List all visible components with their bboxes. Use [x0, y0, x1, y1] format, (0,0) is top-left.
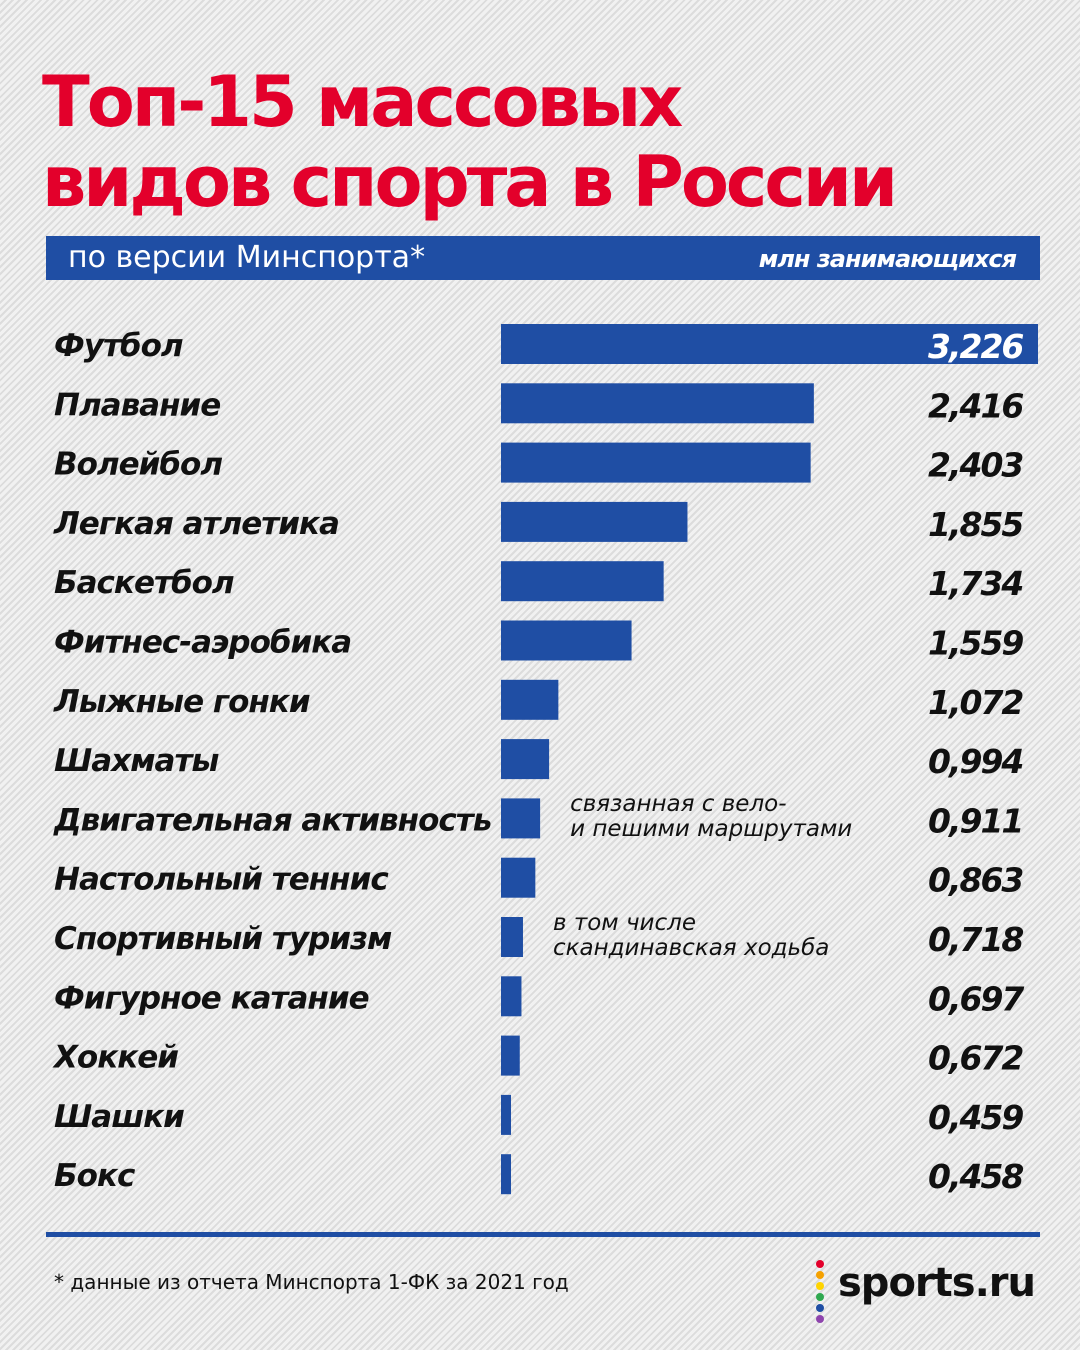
category-label: Баскетбол: [54, 565, 234, 601]
subtitle-bar: по версии Минспорта* млн занимающихся: [46, 236, 1040, 280]
value-label: 0,459: [928, 1098, 1023, 1137]
category-label: Хоккей: [52, 1040, 178, 1076]
bar-13: [501, 1035, 520, 1076]
bar-12: [501, 976, 522, 1017]
value-label: 0,697: [928, 979, 1024, 1018]
bar-11: [501, 917, 523, 957]
title-line-2: видов спорта в России: [42, 141, 898, 223]
value-label: 2,403: [928, 446, 1023, 485]
annotation-motor-activity: связанная с вело- и пешими маршрутами: [570, 792, 852, 842]
value-label: 0,994: [928, 742, 1022, 781]
category-label: Волейбол: [54, 447, 222, 483]
logo-text: sports.ru: [838, 1260, 1036, 1306]
logo-dot: [816, 1271, 824, 1279]
annotation-line: и пешими маршрутами: [570, 816, 853, 843]
bar-3: [501, 442, 811, 483]
category-label: Плавание: [54, 387, 220, 423]
bar-15: [501, 1154, 511, 1195]
logo-dot: [816, 1304, 824, 1312]
bottom-divider: [46, 1232, 1040, 1237]
logo-dot: [816, 1315, 824, 1323]
value-label: 1,855: [928, 505, 1023, 544]
category-label: Бокс: [54, 1158, 136, 1194]
category-label: Настольный теннис: [54, 862, 389, 898]
annotation-sport-tourism: в том числе скандинавская ходьба: [553, 911, 829, 961]
value-label: 3,226: [928, 327, 1023, 366]
category-label: Спортивный туризм: [54, 921, 392, 957]
value-label: 1,559: [928, 624, 1023, 663]
units-label: млн занимающихся: [758, 245, 1017, 273]
chart-title: Топ-15 массовых видов спорта в России: [42, 61, 898, 223]
category-label: Шашки: [54, 1099, 184, 1135]
bar-7: [501, 679, 559, 720]
value-label: 0,863: [928, 861, 1023, 900]
bar-2: [501, 383, 814, 424]
logo-dot: [816, 1293, 824, 1301]
value-label: 1,734: [928, 564, 1022, 603]
category-label: Фигурное катание: [54, 980, 369, 1016]
category-label: Шахматы: [54, 743, 219, 779]
bar-4: [501, 501, 688, 542]
value-label: 2,416: [928, 386, 1023, 425]
title-line-1: Топ-15 массовых: [42, 61, 683, 143]
category-label: Двигательная активность: [53, 802, 491, 838]
category-label: Лыжные гонки: [53, 684, 310, 720]
logo-dot: [816, 1282, 824, 1290]
category-label: Футбол: [54, 328, 183, 364]
value-label: 0,672: [928, 1039, 1023, 1078]
value-label: 0,911: [928, 801, 1022, 840]
value-label: 0,718: [928, 920, 1023, 959]
bar-14: [501, 1094, 512, 1135]
annotation-line: скандинавская ходьба: [552, 935, 830, 961]
bar-9: [501, 798, 541, 839]
bar-8: [501, 739, 550, 780]
category-label: Легкая атлетика: [53, 506, 339, 542]
subtitle: по версии Минспорта*: [68, 240, 426, 275]
bar-10: [501, 857, 536, 898]
logo-dots-icon: [816, 1260, 826, 1326]
footnote: * данные из отчета Минспорта 1-ФК за 202…: [54, 1270, 569, 1294]
value-label: 0,458: [928, 1157, 1023, 1196]
bar-1: [501, 324, 1038, 364]
logo-dot: [816, 1260, 824, 1268]
bar-6: [501, 620, 632, 661]
bar-5: [501, 561, 664, 602]
value-label: 1,072: [928, 683, 1023, 722]
annotation-line: связанная с вело-: [570, 791, 787, 818]
category-label: Фитнес-аэробика: [54, 625, 351, 661]
annotation-line: в том числе: [552, 910, 696, 936]
